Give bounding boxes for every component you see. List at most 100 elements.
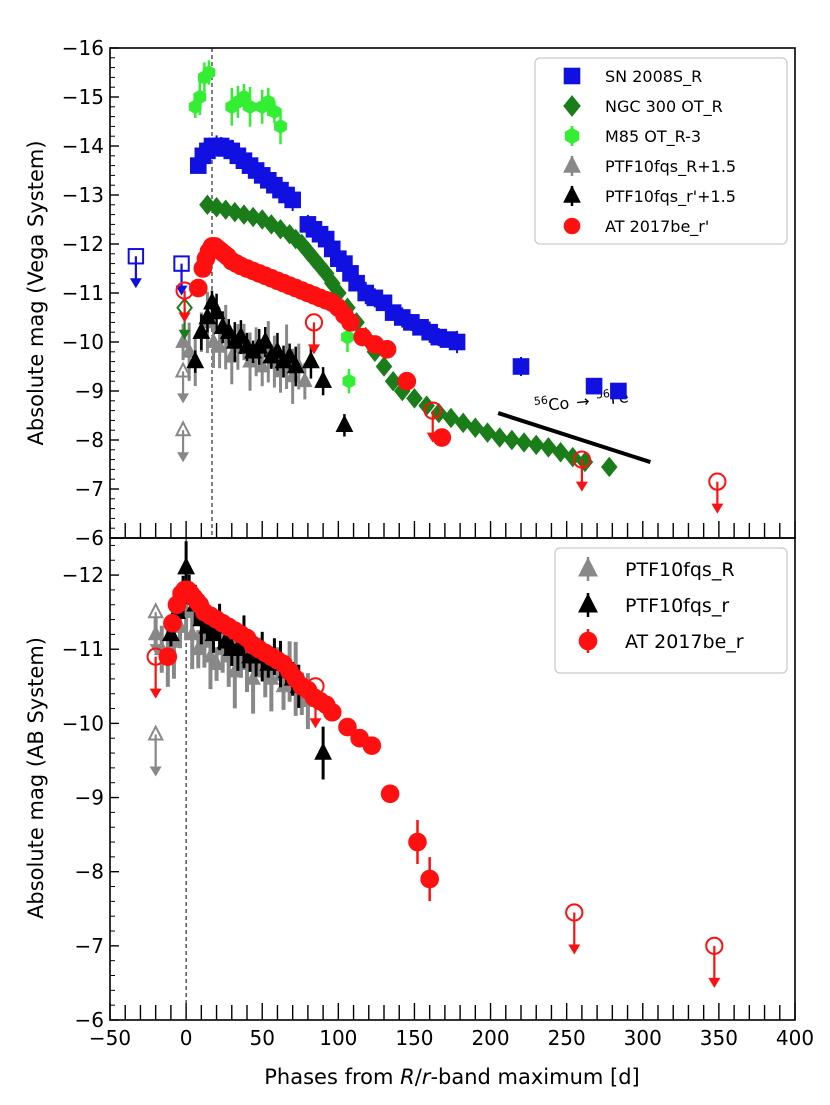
top-ytick-label: −15	[62, 85, 104, 109]
top-ptf10fqs-r-1-5-point	[335, 414, 354, 433]
top-legend-label-ptf10fqs-r-1-5: PTF10fqs_R+1.5	[605, 157, 736, 177]
top-data-points	[175, 60, 627, 478]
bottom-ptf10fqs-r-point	[314, 742, 333, 760]
top-ytick-label: −12	[62, 232, 104, 256]
top-m85-ot-r-3-point	[202, 65, 216, 80]
top-ytick-label: −9	[75, 379, 104, 403]
x-axis-label-r: r	[422, 1065, 432, 1089]
bottom-legend-marker-at-2017be-r	[578, 631, 598, 651]
bottom-panel: −12 −11 −10 −9 −8 −7 −6 −50 0 50 100 150 200 250 300 3…	[24, 537, 814, 1089]
bottom-at-2017be-r-limit-marker	[306, 677, 325, 696]
top-ytick-label: −13	[62, 183, 104, 207]
bottom-ptf10fqs-r-point	[202, 647, 219, 663]
top-legend-label-sn-2008s-r: SN 2008S_R	[605, 67, 702, 87]
top-m85-ot-r-3-point	[193, 89, 207, 105]
top-at-2017be-r--limit-arrow-head	[711, 503, 724, 514]
bottom-ptf10fqs-r-limit-marker	[147, 724, 164, 741]
top-ptf10fqs-r-1-5-point	[192, 321, 211, 339]
bottom-legend-label-ptf10fqs-r: PTF10fqs_r	[625, 595, 729, 617]
top-ngc-300-ot-r-point	[527, 434, 545, 456]
top-sn-2008s-r-limit-marker	[173, 255, 190, 272]
top-at-2017be-r--limit-arrow-head	[575, 481, 588, 492]
bottom-at-2017be-r-limit-arrow-head	[568, 944, 581, 955]
bottom-xtick-label: 50	[249, 1026, 274, 1050]
top-panel: −16−15−14−13−12−11−10−9−8−7−6 56Co→56Fe …	[24, 36, 796, 550]
top-ptf10fqs-r-1-5-point	[186, 350, 205, 369]
top-ytick-label: −6	[75, 526, 104, 550]
bottom-at-2017be-r-limit-arrow-head	[149, 688, 162, 699]
top-at-2017be-r--point	[397, 371, 417, 391]
bottom-xtick-label: −50	[89, 1026, 131, 1050]
top-ptf10fqs-r-1-5-point	[254, 357, 271, 373]
top-sn-2008s-r-point	[585, 377, 603, 395]
top-legend-marker-m85-ot-r-3	[564, 127, 580, 145]
top-ptf10fqs-r-1-5-point	[280, 346, 299, 364]
top-ptf10fqs-r-1-5-point	[286, 355, 305, 374]
top-y-axis-label: Absolute mag (Vega System)	[24, 140, 48, 445]
top-ngc-300-ot-r-point	[244, 206, 262, 228]
top-legend-marker-ptf10fqs-r-1-5	[563, 155, 581, 173]
bottom-x-ticks: −50 0 50 100 150 200 250 300 350 400	[89, 1003, 814, 1050]
bottom-at-2017be-r-point	[380, 784, 400, 804]
bottom-at-2017be-r-limit-marker	[146, 647, 165, 666]
bottom-y-ticks: −12 −11 −10 −9 −8 −7 −6	[62, 544, 119, 1032]
top-at-2017be-r--limit-marker	[175, 281, 194, 300]
top-at-2017be-r--limit-marker	[708, 472, 727, 491]
bottom-ytick-label: −9	[75, 786, 104, 810]
bottom-legend-marker-ptf10fqs-r	[578, 557, 598, 577]
bottom-at-2017be-r-limit-marker	[705, 936, 724, 955]
top-x-ticks	[109, 521, 796, 538]
top-sn-2008s-r-point	[284, 191, 301, 209]
bottom-ytick-label: −10	[62, 711, 104, 735]
top-m85-ot-r-3-point	[243, 99, 257, 115]
top-ptf10fqs-r-1-5-point	[232, 326, 250, 344]
top-at-2017be-r--limit-marker	[572, 450, 591, 469]
bottom-xtick-label: 250	[548, 1026, 586, 1050]
top-at-2017be-r--limit-marker	[423, 401, 442, 420]
co-element: Co	[547, 393, 570, 414]
bottom-ytick-label: −12	[62, 563, 104, 587]
top-at-2017be-r--point	[188, 278, 208, 298]
bottom-xtick-label: 200	[471, 1026, 509, 1050]
bottom-ptf10fqs-r-limit-arrow-head	[149, 766, 162, 777]
top-legend: SN 2008S_R NGC 300 OT_R M85 OT_R-3 PTF10fqs…	[534, 57, 788, 245]
top-ptf10fqs-r-1-5-limit-arrow-head	[177, 393, 190, 404]
bottom-at-2017be-r-point	[163, 613, 182, 633]
top-legend-label-ptf10fqs-r-1-5: PTF10fqs_r'+1.5	[605, 187, 736, 207]
bottom-at-2017be-r-point	[322, 702, 342, 722]
bottom-legend-label-at-2017be-r: AT 2017be_r	[625, 631, 744, 653]
top-ptf10fqs-r-1-5-point	[175, 332, 191, 348]
top-ngc-300-ot-r-limit-arrow-head	[178, 329, 191, 340]
bottom-ytick-label: −11	[62, 637, 104, 661]
top-sn-2008s-r-limit-arrow-head	[175, 285, 188, 296]
top-sn-2008s-r-point	[448, 333, 466, 351]
top-legend-marker-ptf10fqs-r-1-5	[563, 185, 581, 203]
bottom-legend-marker-ptf10fqs-r	[578, 593, 598, 613]
top-m85-ot-r-3-point	[342, 373, 356, 389]
x-axis-label-R: R	[400, 1065, 415, 1089]
top-sn-2008s-r-limit-arrow-head	[129, 278, 142, 289]
top-ptf10fqs-r-1-5-point	[314, 370, 333, 388]
bottom-plot-frame	[109, 537, 796, 1021]
x-axis-label-pre: Phases from	[264, 1065, 400, 1089]
bottom-at-2017be-r-point	[420, 869, 439, 889]
bottom-data-points	[147, 541, 439, 902]
bottom-ytick-label: −8	[75, 860, 104, 884]
top-legend-label-at-2017be-r-: AT 2017be_r'	[605, 217, 709, 237]
top-ptf10fqs-r-1-5-limit-arrow-head	[177, 452, 190, 463]
top-ptf10fqs-r-1-5-point	[207, 301, 226, 320]
top-upper-limits	[127, 248, 727, 514]
top-ptf10fqs-r-1-5-point	[256, 331, 275, 349]
top-at-2017be-r--limit-arrow-head	[426, 432, 439, 443]
top-ngc-300-ot-r-point	[601, 456, 618, 478]
top-ngc-300-ot-r-point	[375, 356, 393, 377]
x-axis-label: Phases from R/r-band maximum [d]	[264, 1065, 639, 1089]
top-ptf10fqs-r-1-5-limit-marker	[174, 361, 192, 378]
top-at-2017be-r--limit-arrow-head	[178, 312, 191, 323]
top-ptf10fqs-r-1-5-point	[219, 321, 238, 339]
bottom-at-2017be-r-limit-arrow-head	[309, 718, 322, 729]
x-axis-label-post: -band maximum [d]	[430, 1065, 639, 1089]
top-y-ticks: −16 −15 −14 −13 −12 −11 −10 −9 −8 −7 −6	[62, 36, 119, 550]
top-sn-2008s-r-limit-marker	[127, 248, 145, 265]
